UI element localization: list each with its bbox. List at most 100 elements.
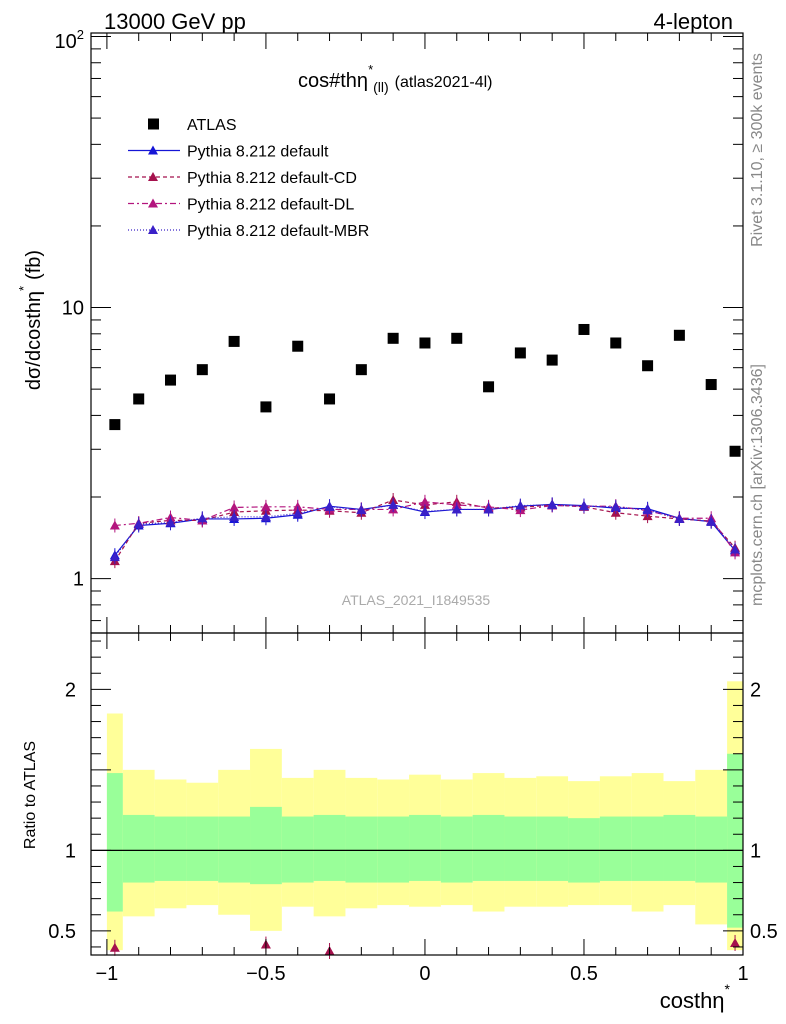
series-4-point — [674, 513, 685, 523]
legend-marker — [148, 145, 158, 155]
atlas-data-point — [483, 381, 495, 393]
series-4-point — [165, 517, 176, 527]
series-4-point — [388, 499, 399, 509]
series-3-point — [260, 501, 271, 511]
ratio-marks — [91, 681, 743, 959]
atlas-data-point — [109, 419, 121, 431]
atlas-data-point — [610, 337, 622, 349]
ratio-y-tick-label-left: 1 — [65, 840, 76, 862]
atlas-data-point — [196, 364, 208, 376]
ratio-inner-band-bin — [599, 816, 632, 881]
legend-marker — [148, 172, 158, 181]
series-4-point — [292, 508, 303, 518]
legend-label: Pythia 8.212 default-DL — [187, 197, 354, 214]
ratio-inner-band-bin — [250, 806, 282, 885]
legend-label: Pythia 8.212 default — [187, 144, 329, 161]
ratio-point — [730, 937, 741, 947]
atlas-data-point — [451, 332, 463, 344]
y-tick-label-100: 102 — [55, 27, 84, 53]
ratio-inner-band-bin — [663, 814, 696, 881]
ratio-y-tick-label-right: 2 — [750, 679, 761, 701]
series-3-point — [292, 501, 303, 511]
atlas-data-point — [729, 445, 741, 457]
ratio-inner-band-bin — [106, 773, 123, 912]
x-tick-labels: −1 −0.5 0 0.5 1 — [95, 963, 748, 985]
series-4-point — [109, 552, 120, 562]
series-4-point — [515, 500, 526, 510]
series-4-point — [260, 511, 271, 521]
x-tick-label: 0.5 — [570, 963, 598, 985]
series-4-point — [451, 504, 462, 514]
series-4-point — [547, 499, 558, 509]
ratio-axis-ticks: 2 2 1 1 0.5 0.5 — [48, 633, 778, 955]
series-4-point — [578, 501, 589, 511]
series-4-point — [419, 506, 430, 516]
ratio-y-tick-label-right: 0.5 — [750, 921, 778, 943]
ratio-y-tick-label-left: 0.5 — [48, 921, 76, 943]
series-line-3 — [114, 501, 736, 553]
legend-label: Pythia 8.212 default-MBR — [187, 223, 369, 240]
atlas-data-point — [355, 364, 367, 376]
mcplots-label: mcplots.cern.ch [arXiv:1306.3436] — [749, 364, 766, 606]
ratio-inner-band-bin — [281, 816, 314, 883]
series-4-point — [324, 501, 335, 511]
main-axis-ticks: 10 1 — [62, 33, 744, 633]
ratio-inner-band-bin — [377, 816, 410, 883]
series-4-point — [356, 505, 367, 515]
collision-label: 13000 GeV pp — [104, 9, 246, 34]
x-axis-label-sup: * — [725, 981, 731, 997]
x-axis-label: costhη* — [660, 981, 731, 1013]
ratio-inner-band-bin — [472, 814, 505, 881]
series-3-point — [109, 520, 120, 530]
ratio-y-axis-label: Ratio to ATLAS — [22, 741, 39, 849]
ratio-y-tick-label-right: 1 — [750, 840, 761, 862]
title-main: cos#thη — [298, 70, 368, 92]
legend-label: Pythia 8.212 default-CD — [187, 170, 357, 187]
y-axis-label: dσ/dcosthη* (fb) — [16, 250, 45, 390]
series-4-point — [133, 519, 144, 529]
ratio-inner-band-bin — [313, 814, 346, 881]
y-axis-label-main: dσ/dcosthη — [23, 291, 45, 390]
atlas-data-point — [260, 401, 272, 413]
y-tick-100-base: 10 — [55, 31, 77, 53]
y-tick-label: 10 — [62, 298, 84, 320]
ratio-inner-band-bin — [218, 816, 251, 883]
atlas-data-point — [228, 335, 240, 347]
y-tick-100-exp: 2 — [77, 27, 84, 42]
series-3-point — [419, 496, 430, 506]
ratio-inner-band-bin — [154, 816, 187, 881]
series-4-point — [229, 511, 240, 521]
y-axis-label-unit: (fb) — [23, 250, 45, 280]
main-panel: 101 cos#thη*(ll) (atlas2021-4l) dσ/dcosth… — [16, 27, 744, 634]
atlas-data-point — [292, 340, 304, 352]
ratio-inner-band-bin — [440, 816, 473, 883]
ratio-frame — [90, 632, 744, 956]
x-tick-label: −1 — [95, 963, 118, 985]
ratio-inner-band-bin — [631, 816, 664, 881]
series-4-point — [610, 501, 621, 511]
y-axis-label-sup: * — [16, 286, 31, 291]
rivet-version-label: Rivet 3.1.10, ≥ 300k events — [749, 53, 766, 247]
legend-marker-atlas — [148, 118, 159, 130]
atlas-data-point — [642, 360, 654, 372]
series-line-2 — [114, 499, 736, 562]
main-marks — [109, 323, 741, 569]
x-tick-label: 0 — [419, 963, 430, 985]
ratio-inner-band-bin — [695, 816, 728, 883]
series-3-point — [229, 502, 240, 512]
legend-label: ATLAS — [187, 117, 237, 134]
ratio-y-tick-label-left: 2 — [65, 679, 76, 701]
ratio-inner-band-bin — [504, 816, 537, 881]
x-tick-label: −0.5 — [246, 963, 285, 985]
plot-title: cos#thη*(ll) (atlas2021-4l) — [298, 62, 493, 95]
atlas-data-point — [578, 323, 590, 335]
ratio-inner-band-bin — [727, 753, 743, 928]
legend-marker — [148, 198, 158, 208]
ratio-inner-band-bin — [536, 816, 569, 881]
title-superscript: * — [368, 62, 373, 77]
series-4-point — [706, 516, 717, 526]
title-tail: (atlas2021-4l) — [395, 74, 493, 91]
x-axis-label-main: costhη — [660, 988, 725, 1013]
ratio-inner-band-bin — [409, 814, 441, 881]
atlas-data-point — [387, 332, 399, 344]
